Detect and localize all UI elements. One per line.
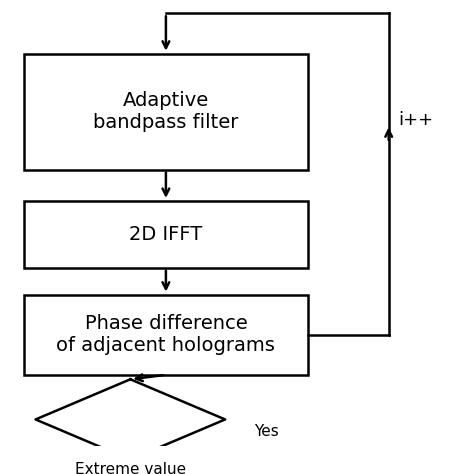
Text: Extreme value: Extreme value bbox=[75, 462, 186, 474]
Text: i++: i++ bbox=[398, 111, 433, 129]
FancyBboxPatch shape bbox=[24, 294, 308, 375]
Text: Yes: Yes bbox=[254, 424, 278, 439]
Text: Adaptive
bandpass filter: Adaptive bandpass filter bbox=[93, 91, 238, 132]
Text: Phase difference
of adjacent holograms: Phase difference of adjacent holograms bbox=[56, 314, 275, 355]
Text: 2D IFFT: 2D IFFT bbox=[129, 225, 202, 244]
FancyBboxPatch shape bbox=[24, 54, 308, 170]
FancyBboxPatch shape bbox=[24, 201, 308, 268]
